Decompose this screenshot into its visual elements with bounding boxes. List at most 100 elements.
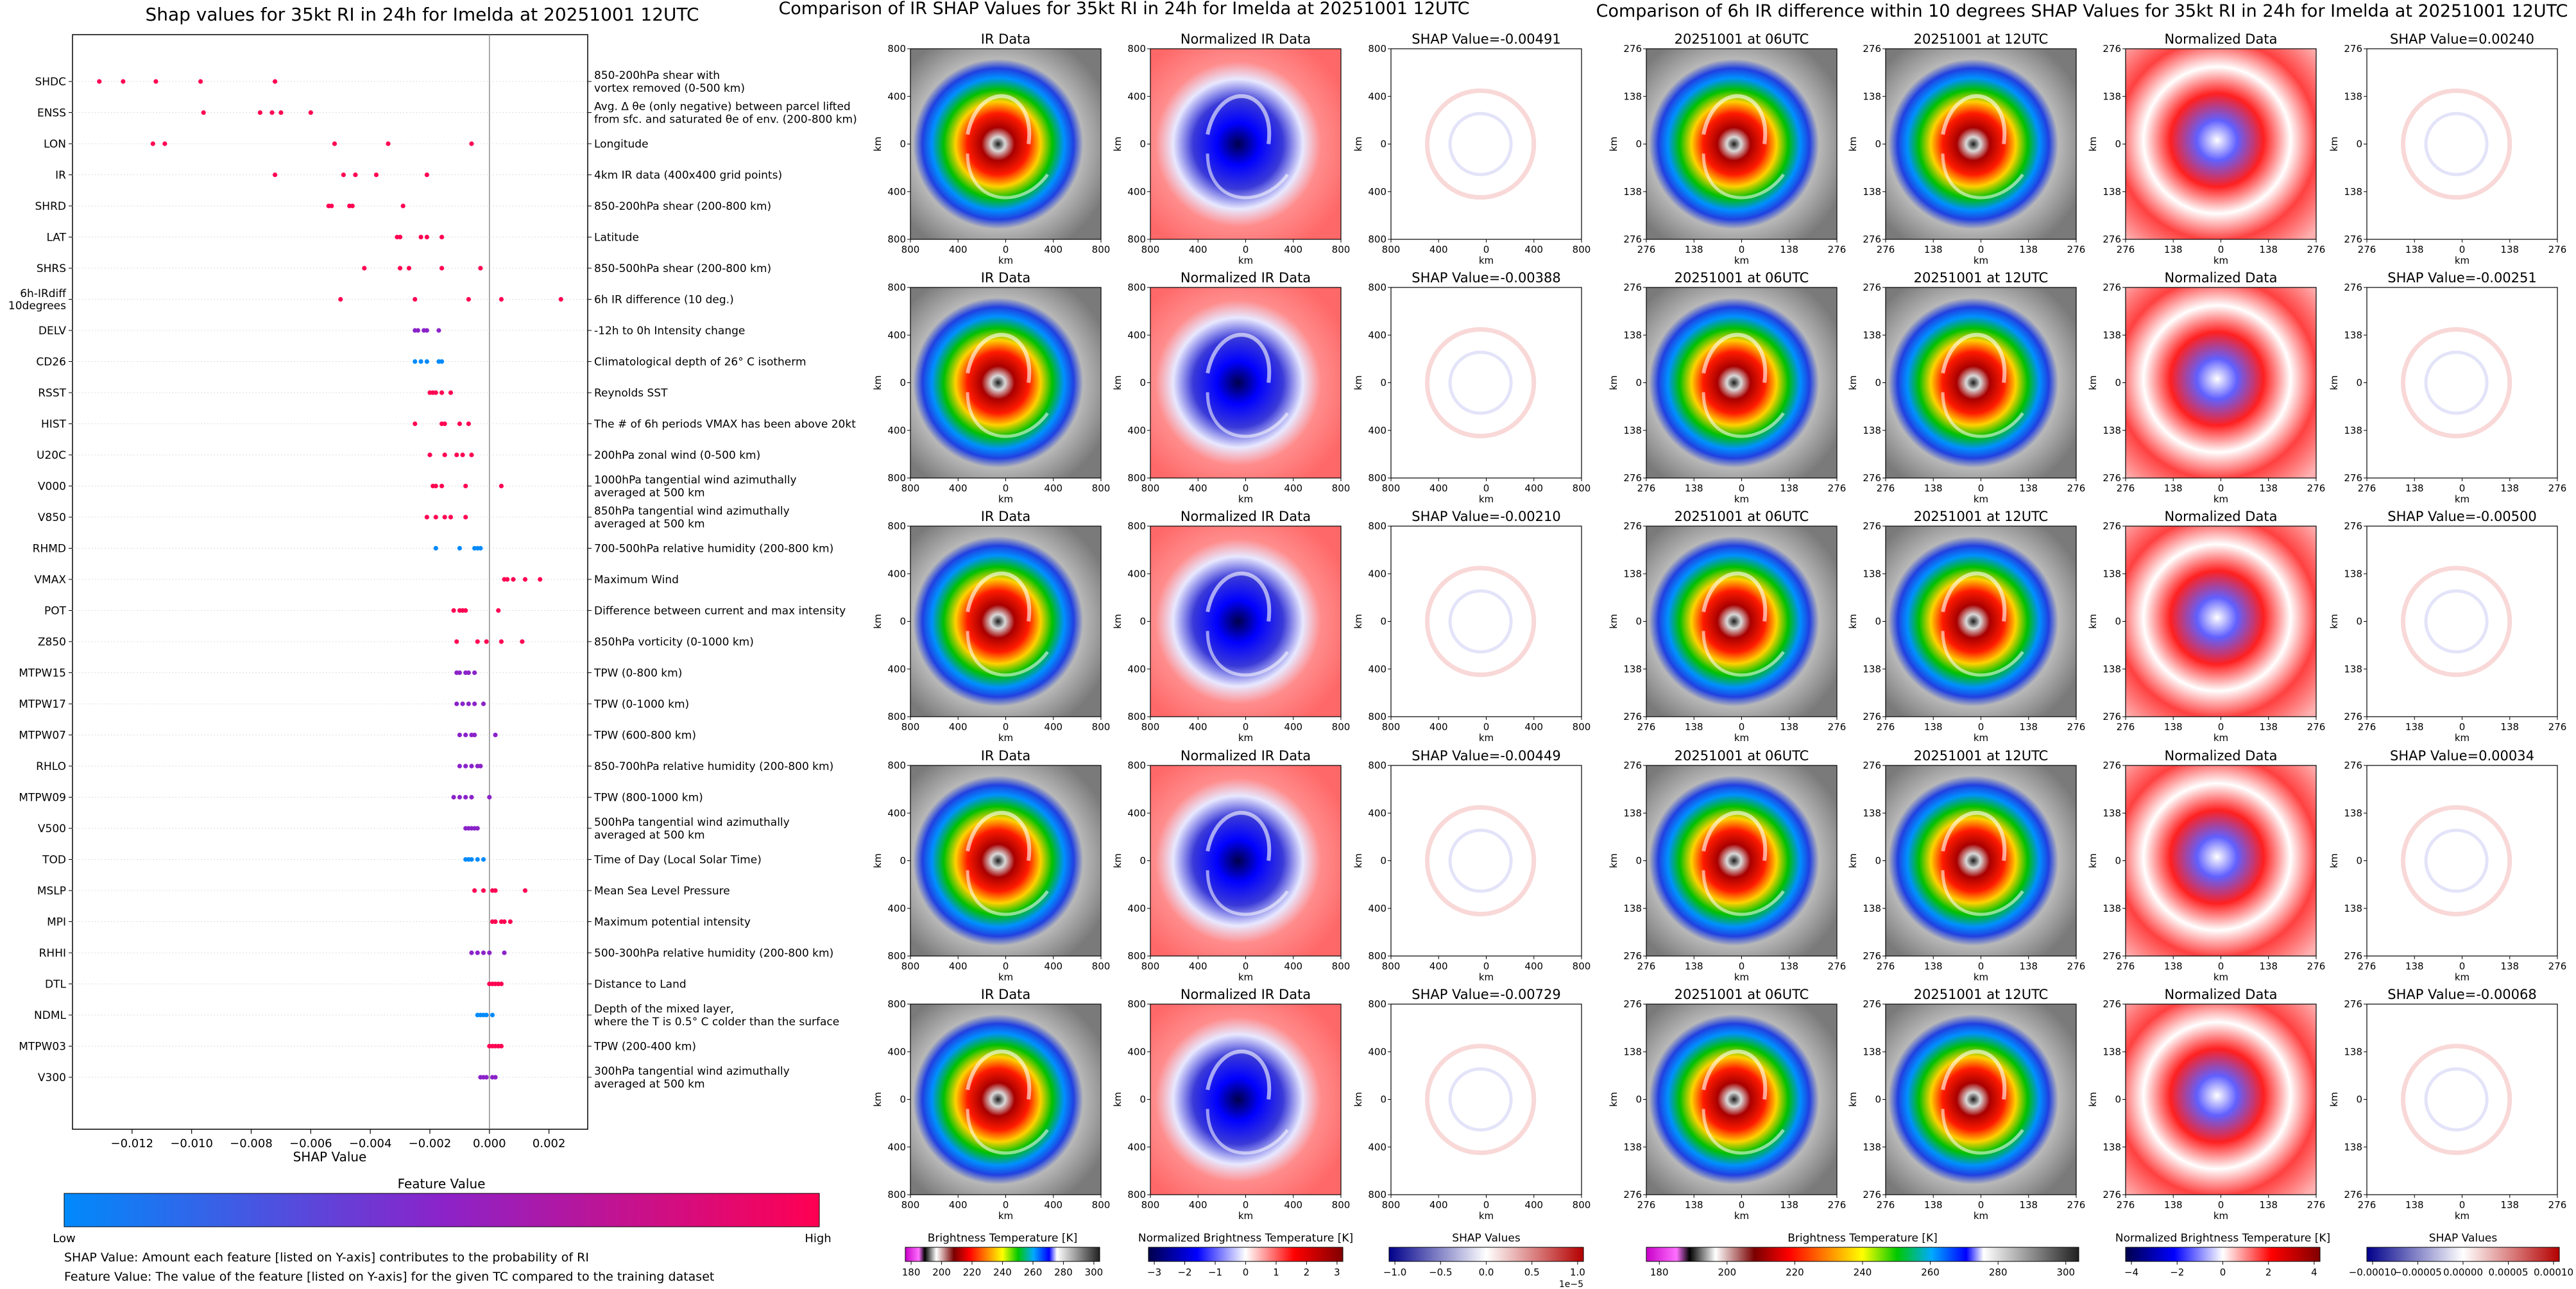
shap-point	[121, 79, 126, 84]
shap-point	[472, 888, 477, 893]
panel-ytick-label: 800	[1368, 234, 1386, 245]
feature-description: Mean Sea Level Pressure	[594, 885, 730, 898]
panel-xtick-label: 138	[2259, 960, 2278, 972]
panel-ytick-label: 276	[1863, 282, 1881, 293]
panel-title: SHAP Value=-0.00068	[2387, 987, 2537, 1002]
shap-point	[278, 110, 284, 115]
shap-point	[451, 794, 456, 800]
x-axis: −0.012 −0.010 −0.008 −0.006 −0.004 −0.002 0.00…	[111, 1129, 565, 1150]
panel-xtick-label: 800	[1092, 721, 1111, 733]
shap-point	[475, 639, 480, 644]
feature-description: averaged at 500 km	[594, 518, 705, 531]
panel-ylabel: km	[2087, 375, 2099, 390]
spiral-band	[1206, 94, 1272, 144]
ir-image	[910, 287, 1101, 478]
panel-xlabel: km	[1974, 1210, 1988, 1222]
panel-xlabel: km	[1974, 971, 1988, 983]
shap-point	[481, 950, 486, 955]
shap-point	[478, 266, 483, 271]
panel-xtick-label: 400	[1044, 482, 1062, 494]
panel-ylabel: km	[1352, 375, 1364, 390]
colorbar-tick-label: 240	[993, 1267, 1012, 1278]
spiral-band	[1941, 1109, 2024, 1155]
panel-xtick-label: 276	[1828, 482, 1847, 494]
panel-xtick-label: 138	[1685, 960, 1703, 972]
panel-ytick-label: 138	[2103, 807, 2121, 819]
shap-point	[493, 732, 498, 738]
image-panel: Normalized Data2762761381380013813827627…	[2087, 748, 2325, 983]
panel-ytick-label: 138	[1863, 1141, 1881, 1153]
shap-point	[454, 701, 459, 706]
panel-ytick-label: 0	[1139, 1094, 1146, 1105]
spiral-band	[1702, 810, 1768, 861]
panel-ytick-label: 0	[1380, 616, 1386, 627]
colorbar-label: Normalized Brightness Temperature [K]	[2115, 1232, 2330, 1245]
image-panel: SHAP Value=0.002402762761381380013813827…	[2328, 31, 2566, 266]
panel-xtick-label: 0	[1003, 1199, 1009, 1211]
shap-point	[469, 794, 474, 800]
image-panel: 20251001 at 06UTC27627613813800138138276…	[1608, 509, 1846, 744]
colorbar-tick-label: 180	[1650, 1267, 1669, 1278]
spiral-band	[966, 870, 1049, 916]
panel-xtick-label: 400	[1044, 721, 1062, 733]
panel-ylabel: km	[2087, 614, 2099, 629]
colorbar-tick-label: 280	[1989, 1267, 2008, 1278]
feature-label: MTPW17	[19, 698, 66, 711]
shap-point	[418, 359, 423, 364]
ir-image	[1886, 287, 2076, 478]
panel-ytick-label: 0	[1139, 377, 1146, 389]
panel-ytick-label: 138	[2344, 1046, 2362, 1057]
panel-xtick-label: 138	[2164, 244, 2183, 255]
panel-xtick-label: 0	[1003, 482, 1009, 494]
panel-ytick-label: 400	[1127, 186, 1146, 198]
panel-ytick-label: 400	[887, 329, 906, 341]
spiral-band	[1941, 153, 2024, 200]
panel-xtick-label: 138	[1685, 244, 1703, 255]
panel-xtick-label: 276	[1828, 960, 1847, 972]
colorbar-tick-label: 0	[1243, 1267, 1249, 1278]
feature-description: Latitude	[594, 232, 639, 244]
panel-xtick-label: 0	[2459, 482, 2466, 494]
panel-title: SHAP Value=-0.00449	[1412, 748, 1561, 764]
feature-description: 4km IR data (400x400 grid points)	[594, 169, 782, 182]
panel-ytick-label: 276	[2103, 998, 2121, 1010]
shap-point	[442, 452, 447, 457]
shap-point	[463, 483, 468, 489]
footnote-shap: SHAP Value: Amount each feature [listed …	[64, 1251, 589, 1265]
panel-ytick-label: 276	[1863, 1189, 1881, 1200]
colorbar-tick-label: 280	[1054, 1267, 1073, 1278]
panel-ylabel: km	[1112, 375, 1123, 390]
panel-xtick-label: 0	[1243, 1199, 1249, 1211]
shap-image	[1391, 765, 1582, 956]
shap-point	[439, 266, 445, 271]
panel-ytick-label: 138	[1623, 903, 1642, 914]
panel-xtick-label: 0	[2218, 244, 2224, 255]
panel-xtick-label: 276	[1637, 244, 1656, 255]
shap-point	[475, 857, 480, 862]
shap-point	[508, 919, 513, 925]
panel-xtick-label: 276	[2358, 960, 2376, 972]
shap-point	[484, 1012, 489, 1018]
panel-xtick-label: 138	[1924, 482, 1943, 494]
panel-xtick-label: 138	[1780, 244, 1798, 255]
colorbar-tick-label: −0.00010	[2349, 1267, 2397, 1278]
panel-ytick-label: 276	[1863, 43, 1881, 55]
panel-ytick-label: 800	[887, 950, 906, 962]
panel-ytick-label: 138	[1863, 903, 1881, 914]
panel-xtick-label: 800	[901, 244, 920, 255]
panel-xtick-label: 276	[2548, 721, 2567, 733]
shap-point	[493, 919, 498, 925]
panel-title: SHAP Value=-0.00210	[1412, 509, 1561, 524]
shap-ring	[1448, 589, 1513, 654]
panel-ytick-label: 138	[1623, 807, 1642, 819]
panel-xtick-label: 276	[2067, 244, 2086, 255]
panel-xtick-label: 138	[2164, 960, 2183, 972]
panel-xtick-label: 276	[1637, 1199, 1656, 1211]
colorbar-label: SHAP Values	[2429, 1232, 2498, 1245]
image-panel: Normalized Data2762761381380013813827627…	[2087, 270, 2325, 505]
panel-ytick-label: 400	[1368, 663, 1386, 675]
panel-ytick-label: 0	[1635, 855, 1642, 867]
panel-ylabel: km	[872, 375, 883, 390]
shap-point	[511, 577, 516, 582]
colorbar-tick-label: 300	[2056, 1267, 2075, 1278]
